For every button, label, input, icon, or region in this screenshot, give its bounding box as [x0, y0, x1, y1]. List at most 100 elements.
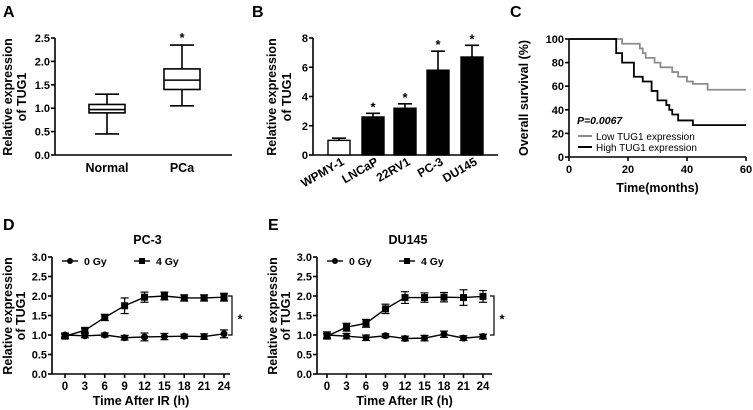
y-tick-label: 2 [302, 121, 308, 133]
bar-pc-3 [426, 69, 450, 156]
data-point [180, 332, 188, 340]
x-tick-label: 6 [102, 381, 108, 393]
panel-label: D [3, 217, 15, 234]
bar-du145 [460, 56, 484, 156]
series-4-gy [61, 291, 228, 340]
data-point [121, 302, 129, 310]
data-point [180, 294, 188, 302]
x-tick-label: 21 [457, 381, 470, 393]
x-tick-label: 12 [138, 381, 151, 393]
significance-star: * [179, 30, 185, 45]
y-tick-label: 1.5 [32, 311, 47, 323]
significance-bracket [228, 295, 233, 336]
data-point [460, 334, 467, 342]
x-tick-label: 6 [363, 381, 369, 393]
data-point [362, 334, 370, 342]
legend-label: 0 Gy [84, 256, 107, 268]
panel-label: A [3, 4, 15, 21]
x-axis-label: Time After IR (h) [356, 394, 453, 408]
data-point [479, 292, 487, 300]
box-normal [88, 93, 126, 135]
box-pca: * [163, 30, 201, 107]
data-point [421, 294, 428, 302]
x-tick-label: 20 [622, 164, 634, 176]
panel-d-time-course: 0.0 0.5 1.0 1.5 2.0 2.5 3.0 Relative expression… [1, 217, 243, 408]
y-tick-label: 2.0 [297, 291, 312, 303]
legend-label: 4 Gy [421, 256, 444, 268]
y-axis-label: Overall survival (%) [517, 40, 531, 156]
y-tick-label: 8 [302, 33, 308, 45]
data-point [220, 330, 228, 338]
survival-curve-high [569, 38, 746, 127]
data-point [401, 335, 409, 343]
panel-c-survival: 0 20 40 60 80 100 Overall survival (%) C 0 20 40 60… [510, 4, 752, 195]
legend-marker [332, 258, 338, 264]
chart-title: DU145 [389, 233, 428, 247]
y-axis-label: of TUG1 [14, 292, 28, 341]
data-point [343, 332, 350, 340]
x-tick-label: 15 [158, 381, 171, 393]
x-tick-label: 3 [82, 381, 88, 393]
y-axis-label: of TUG1 [279, 292, 293, 341]
significance-star: * [237, 312, 243, 327]
legend-marker [67, 258, 73, 264]
panel-label: B [252, 4, 264, 21]
x-tick-label: 24 [218, 381, 231, 393]
y-axis-label: of TUG1 [15, 73, 29, 122]
significance-star: * [370, 99, 376, 114]
y-tick-label: 1.0 [35, 103, 50, 115]
data-point [101, 331, 109, 339]
data-point [440, 293, 448, 301]
data-point [479, 333, 487, 341]
legend-marker [404, 258, 410, 264]
y-tick-label: 6 [302, 62, 308, 74]
x-tick-label: PCa [170, 161, 195, 175]
x-tick-label: 9 [382, 381, 388, 393]
y-tick-label: 0.0 [32, 369, 47, 381]
legend-label: 0 Gy [349, 256, 372, 268]
data-point [440, 330, 448, 338]
y-tick-label: 100 [546, 34, 564, 46]
y-tick-label: 40 [552, 105, 564, 117]
x-tick-label: 60 [740, 164, 752, 176]
y-tick-label: 2.5 [35, 33, 50, 45]
data-point [200, 294, 208, 302]
data-point [382, 305, 389, 313]
y-tick-label: 1.5 [35, 80, 50, 92]
data-point [421, 334, 428, 342]
x-tick-label: DU145 [440, 154, 480, 185]
data-point [81, 332, 89, 340]
x-tick-label: LNCaP [339, 154, 380, 186]
x-tick-label: 0 [324, 381, 330, 393]
panel-label: C [510, 4, 522, 21]
y-tick-label: 20 [552, 128, 564, 140]
x-tick-label: 40 [681, 164, 693, 176]
x-tick-label: 21 [198, 381, 211, 393]
y-tick-label: 1.0 [297, 330, 312, 342]
data-point [61, 332, 69, 340]
y-axis-label: Relative expression [1, 257, 15, 374]
data-point [401, 294, 409, 302]
data-point [141, 293, 148, 301]
series-4-gy [323, 289, 487, 340]
panel-label: E [268, 217, 279, 234]
x-tick-label: 18 [178, 381, 191, 393]
y-tick-label: 0.5 [297, 350, 312, 362]
x-tick-label: 24 [477, 381, 490, 393]
y-tick-label: 2.5 [297, 272, 312, 284]
data-point [460, 294, 467, 302]
y-tick-label: 80 [552, 58, 564, 70]
box-iqr [88, 103, 126, 114]
y-axis-label: of TUG1 [280, 73, 294, 122]
x-tick-label: 9 [121, 381, 127, 393]
y-axis-label: Relative expression [265, 38, 279, 155]
y-tick-label: 4 [302, 92, 309, 104]
x-axis-label: Time After IR (h) [93, 394, 190, 408]
data-point [81, 326, 89, 334]
x-tick-label: 18 [438, 381, 451, 393]
legend-label: 4 Gy [156, 256, 179, 268]
y-tick-label: 0.5 [35, 127, 50, 139]
y-tick-label: 0.0 [297, 369, 312, 381]
